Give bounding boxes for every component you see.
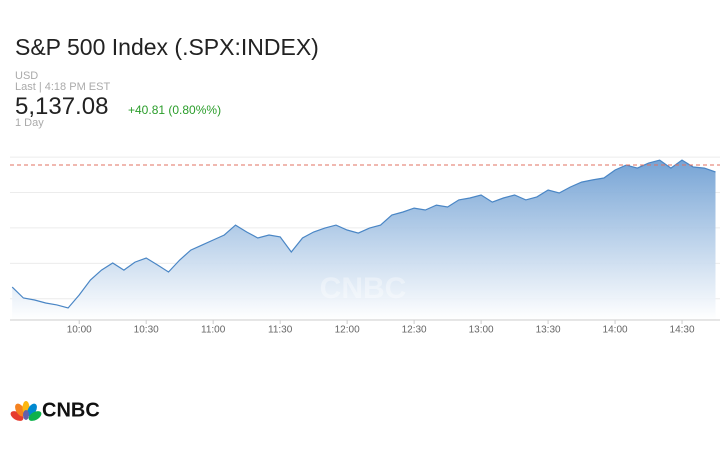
x-tick-label: 10:00 <box>67 325 92 336</box>
area <box>12 160 716 320</box>
x-tick-label: 14:30 <box>670 325 695 336</box>
x-tick-label: 12:30 <box>402 325 427 336</box>
price-line <box>11 159 716 309</box>
x-tick-label: 13:30 <box>536 325 561 336</box>
chart: CNBC 10:00 10:30 11:00 11:30 12:00 12:30 13:00… <box>10 156 720 336</box>
price: 5,137.08 <box>15 93 109 120</box>
period: 1 Day <box>15 117 44 129</box>
x-tick-label: 11:30 <box>268 325 293 336</box>
x-tick-label: 12:00 <box>335 325 360 336</box>
currency: USD <box>15 70 39 82</box>
chart-title: S&P 500 Index (.SPX:INDEX) <box>15 34 319 60</box>
x-tick-label: 10:30 <box>134 325 159 336</box>
x-tick-label: 14:00 <box>603 325 628 336</box>
watermark: CNBC <box>320 272 407 305</box>
x-tick-label: 11:00 <box>201 325 226 336</box>
logo-text: CNBC <box>42 399 100 421</box>
logo: CNBC <box>10 399 100 421</box>
x-tick-label: 13:00 <box>469 325 494 336</box>
change: +40.81 (0.80%%) <box>128 103 222 117</box>
peacock-icon <box>10 401 42 421</box>
last-time: Last | 4:18 PM EST <box>15 81 111 93</box>
